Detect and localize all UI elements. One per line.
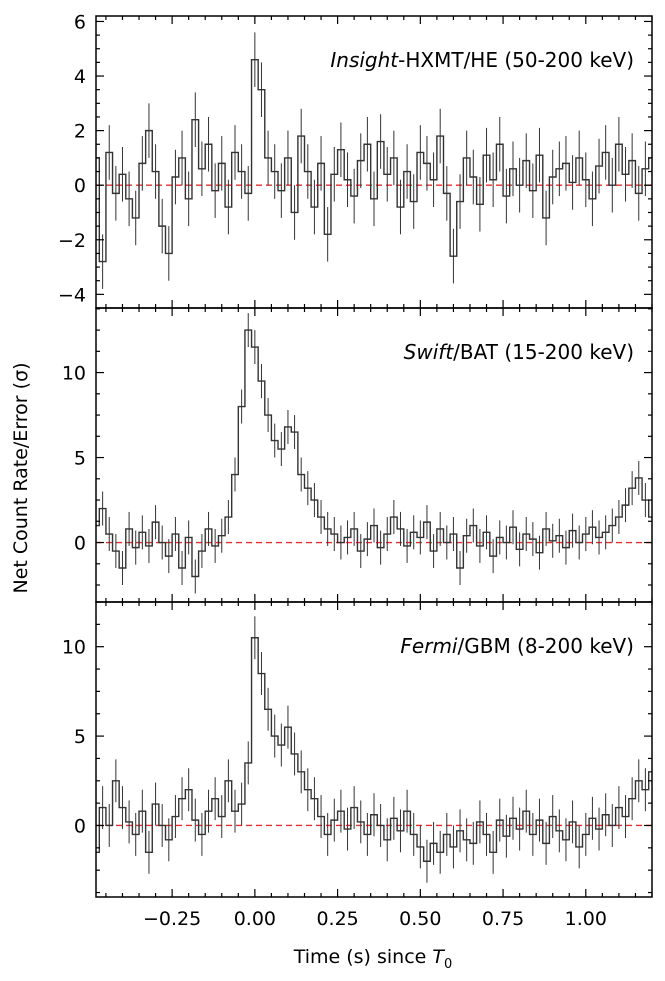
x-tick-label: 0.25 <box>316 908 358 930</box>
panel-label-insight-hxmt: Insight-HXMT/HE (50-200 keV) <box>330 48 634 72</box>
y-tick-label: −2 <box>58 230 86 252</box>
y-tick-label: 5 <box>74 448 86 470</box>
x-axis-title-subscript: 0 <box>444 957 452 972</box>
series-line-swift-bat <box>96 329 652 578</box>
y-tick-label: 0 <box>74 175 86 197</box>
x-tick-label: −0.25 <box>143 908 201 930</box>
series-line-insight-hxmt <box>96 58 652 263</box>
y-tick-label: 6 <box>74 11 86 33</box>
panel-label-italic: Fermi <box>400 634 458 658</box>
plot-frame-fermi-gbm <box>95 601 653 898</box>
panel-label-text: /GBM (8-200 keV) <box>457 634 634 658</box>
panel-label-swift-bat: Swift/BAT (15-200 keV) <box>404 340 634 364</box>
panel-insight-hxmt: −4 −2 0 2 4 6 Insight-HXMT/HE (50-200 keV) <box>58 11 653 309</box>
y-axis-title: Net Count Rate/Error (σ) <box>10 362 32 593</box>
y-tick-label: −4 <box>58 284 86 306</box>
y-tick-label: 10 <box>62 363 86 385</box>
x-tick-label: 0.00 <box>234 908 276 930</box>
panel-fermi-gbm: −0.25 0.00 0.25 0.50 0.75 1.00 0 5 10 Fermi/GBM (… <box>62 601 653 930</box>
x-axis-title-symbol: T <box>432 946 445 968</box>
x-tick-label: 0.50 <box>399 908 441 930</box>
y-tick-label: 10 <box>62 637 86 659</box>
x-axis-title: Time (s) since T0 <box>293 946 453 972</box>
y-tick-label: 2 <box>74 121 86 143</box>
x-tick-label: 1.00 <box>565 908 607 930</box>
x-axis-title-prefix: Time (s) since <box>293 946 433 968</box>
series-line-fermi-gbm <box>96 637 652 862</box>
panel-label-text: -HXMT/HE (50-200 keV) <box>398 48 634 72</box>
panel-label-text: /BAT (15-200 keV) <box>453 340 634 364</box>
y-tick-label: 4 <box>74 66 86 88</box>
panel-label-italic: Insight <box>330 48 399 72</box>
x-tick-label: 0.75 <box>482 908 524 930</box>
panel-label-fermi-gbm: Fermi/GBM (8-200 keV) <box>400 634 634 658</box>
y-tick-label: 5 <box>74 726 86 748</box>
y-tick-label: 0 <box>74 533 86 555</box>
y-tick-label: 0 <box>74 815 86 837</box>
panel-label-italic: Swift <box>404 340 455 364</box>
